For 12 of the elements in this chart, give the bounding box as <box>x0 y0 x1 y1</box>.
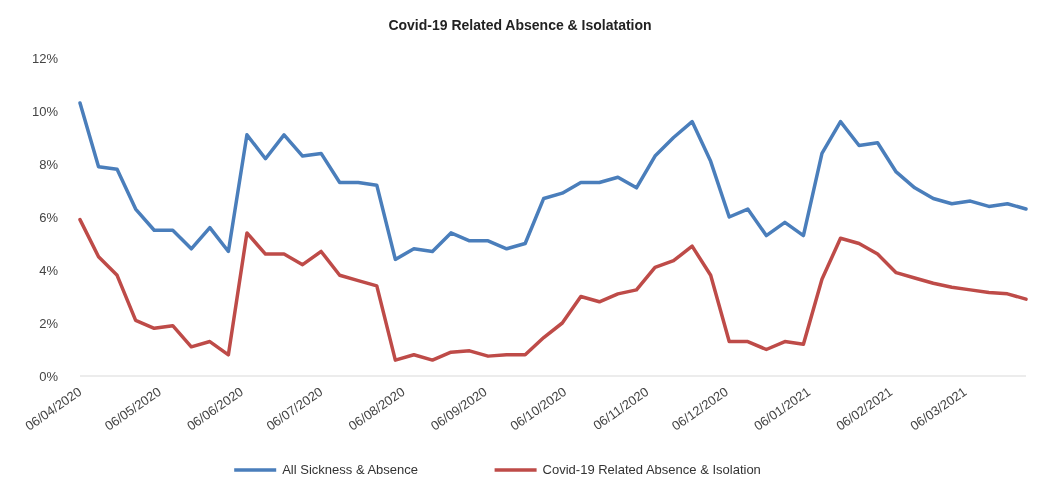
line-series <box>78 101 1028 262</box>
y-tick-label: 10% <box>31 103 59 119</box>
line-series <box>78 217 1028 362</box>
y-tick-label: 0% <box>39 368 59 384</box>
y-tick-label: 12% <box>31 50 59 66</box>
legend-label: Covid-19 Related Absence & Isolation <box>542 462 761 477</box>
y-tick-label: 6% <box>39 209 59 225</box>
y-tick-label: 4% <box>39 262 59 278</box>
y-tick-label: 8% <box>39 156 59 172</box>
y-tick-label: 2% <box>39 315 59 331</box>
chart-title: Covid-19 Related Absence & Isolatation <box>388 17 652 33</box>
legend-label: All Sickness & Absence <box>282 462 419 477</box>
